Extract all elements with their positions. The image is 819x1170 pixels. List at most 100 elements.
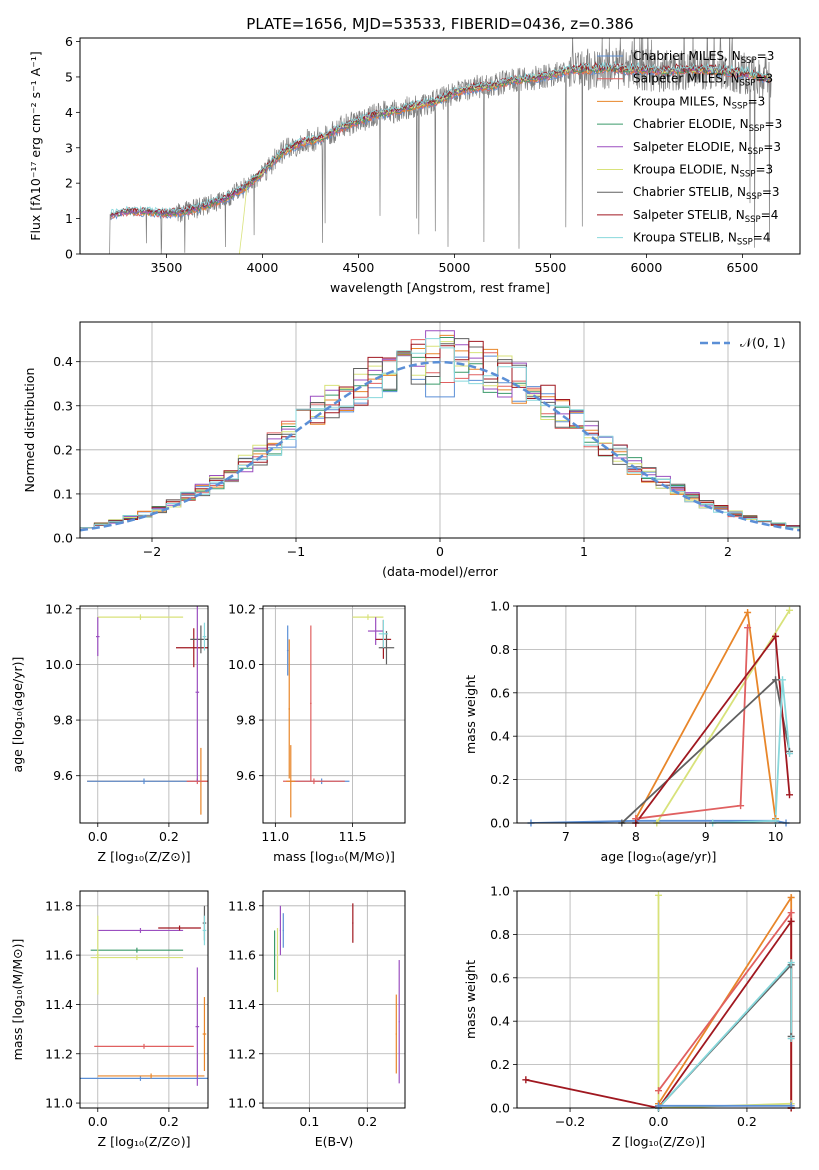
weight-line-4 [635, 627, 749, 820]
y-tick-label: 9.8 [53, 713, 73, 728]
y-tick-label: 0.6 [490, 685, 510, 700]
weight-line-6 [657, 960, 793, 1108]
y-tick-label: 9.6 [236, 768, 256, 783]
y-axis-label: age [log₁₀(age/yr)] [10, 657, 25, 773]
weight-marker [772, 676, 780, 684]
y-tick-label: 3 [65, 140, 73, 155]
x-tick-label: 0 [436, 544, 444, 559]
y-tick-label: 5 [65, 69, 73, 84]
legend-label: 𝒩(0, 1) [740, 335, 786, 350]
panel-spectrum: 3500 4000 4500 5000 5500 6000 6500 0 1 2 3 4 5 6 wavel… [28, 34, 801, 295]
y-tick-label: 0.2 [490, 772, 510, 787]
axes-frame [262, 890, 406, 1109]
legend-sub: SSP [740, 170, 756, 180]
legend-count: =3 [755, 72, 773, 86]
weight-line-1 [530, 819, 787, 823]
y-tick-label: 0.4 [490, 1014, 510, 1029]
hist-series-1 [80, 355, 800, 529]
weight-line-6 [635, 633, 791, 823]
x-axis-label: Z [log₁₀(Z/Z⊙)] [98, 1134, 191, 1149]
legend-count: =4 [753, 231, 771, 245]
x-tick-label: −0.2 [555, 1114, 585, 1129]
legend-sub: SSP [746, 192, 762, 202]
y-tick-label: 0.2 [53, 442, 73, 457]
weight-marker [737, 802, 745, 810]
y-tick-label: 10.0 [228, 657, 256, 672]
x-tick-label: 6000 [630, 260, 662, 275]
y-tick-label: 0.4 [490, 729, 510, 744]
weight-marker [744, 624, 752, 632]
x-tick-label: 2 [724, 544, 732, 559]
y-tick-label: 0.1 [53, 486, 73, 501]
weight-marker [786, 791, 794, 799]
x-tick-label: 8 [632, 829, 640, 844]
y-tick-label: 0.0 [53, 531, 73, 546]
weight-marker [787, 894, 795, 902]
legend-count: =3 [762, 185, 780, 199]
y-tick-label: 4 [65, 105, 73, 120]
plot-area [525, 894, 793, 1108]
axes-frame [79, 605, 209, 824]
legend-count: =3 [755, 163, 773, 177]
x-tick-label: 7 [562, 829, 570, 844]
plot-area [87, 606, 208, 815]
x-tick-label: 5500 [534, 260, 566, 275]
x-tick-label: 4000 [246, 260, 278, 275]
legend-label: Kroupa STELIB, NSSP=4 [633, 231, 771, 248]
legend-label: Chabrier ELODIE, NSSP=3 [633, 117, 782, 134]
panel-mass-weight-vs-age: 7 8 9 10 0.0 0.2 0.4 0.6 0.8 1.0 age [log₁₀(age/yr… [463, 599, 801, 864]
axes-frame [79, 890, 209, 1109]
x-tick-label: 0.0 [88, 1114, 108, 1129]
y-tick-label: 0.4 [53, 354, 73, 369]
x-tick-label: 1 [580, 544, 588, 559]
weight-marker [786, 750, 794, 758]
weight-marker [655, 1087, 662, 1095]
y-tick-label: 9.8 [236, 713, 256, 728]
y-tick-label: 2 [65, 176, 73, 191]
weight-marker [787, 917, 795, 925]
y-axis-label: mass weight [463, 960, 478, 1039]
legend-label: Kroupa MILES, NSSP=3 [633, 94, 765, 111]
y-axis-label: mass weight [463, 675, 478, 754]
y-tick-label: 0 [65, 247, 73, 262]
weight-marker [787, 909, 795, 917]
x-tick-label: 11.5 [339, 829, 367, 844]
weight-marker [786, 606, 794, 614]
y-tick-label: 10.0 [45, 657, 73, 672]
weight-marker [744, 609, 752, 617]
y-tick-label: 11.0 [228, 1096, 256, 1111]
y-tick-label: 11.6 [45, 948, 73, 963]
weight-marker [787, 959, 795, 967]
y-tick-label: 11.4 [45, 997, 73, 1012]
axes-frame [516, 605, 801, 824]
panel-age-vs-Z: 0.0 0.2 9.6 9.8 10.0 10.2 Z [log₁₀(Z/Z⊙)] age [… [10, 601, 209, 864]
axes-frame [79, 321, 801, 539]
y-tick-label: 0.0 [490, 1101, 510, 1116]
x-axis-label: Z [log₁₀(Z/Z⊙)] [612, 1134, 705, 1149]
x-tick-label: 9 [702, 829, 710, 844]
legend-label: Salpeter MILES, NSSP=3 [633, 72, 773, 89]
gaussian-curve [80, 360, 800, 532]
x-tick-label: 5000 [438, 260, 470, 275]
x-axis-label: age [log₁₀(age/yr)] [601, 849, 717, 864]
panel-age-vs-mass: 11.0 11.5 9.6 9.8 10.0 10.2 mass [log₁₀(M/M⊙)] [228, 601, 406, 864]
plot-area [80, 905, 208, 1086]
y-tick-label: 0.6 [490, 970, 510, 985]
x-tick-label: −2 [143, 544, 161, 559]
y-tick-label: 10.2 [45, 601, 73, 616]
legend-label: Salpeter ELODIE, NSSP=3 [633, 140, 781, 157]
figure-title: PLATE=1656, MJD=53533, FIBERID=0436, z=0… [246, 15, 633, 33]
y-tick-label: 1.0 [490, 884, 510, 899]
y-tick-label: 1.0 [490, 599, 510, 614]
weight-marker [522, 1076, 530, 1084]
plot-area [273, 903, 400, 1084]
x-tick-label: −1 [287, 544, 305, 559]
plot-area [80, 330, 800, 532]
y-tick-label: 6 [65, 34, 73, 49]
legend-count: =3 [748, 94, 766, 108]
axes-frame [79, 37, 801, 255]
y-tick-label: 11.0 [45, 1096, 73, 1111]
legend-count: =3 [765, 117, 783, 131]
x-axis-label: wavelength [Angstrom, rest frame] [330, 280, 550, 295]
